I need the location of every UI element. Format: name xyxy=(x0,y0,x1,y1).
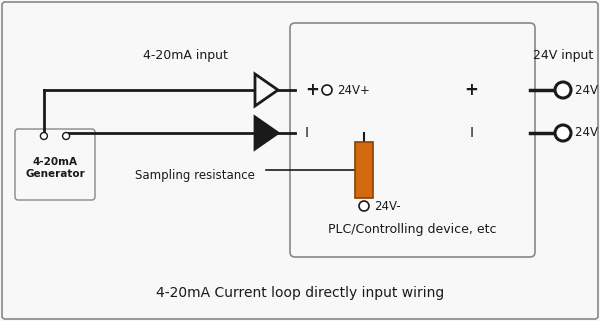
Text: PLC/Controlling device, etc: PLC/Controlling device, etc xyxy=(328,223,497,237)
Polygon shape xyxy=(255,117,278,149)
Text: 24V-: 24V- xyxy=(374,199,401,213)
FancyBboxPatch shape xyxy=(15,129,95,200)
Text: Sampling resistance: Sampling resistance xyxy=(135,169,255,181)
Text: 24V+: 24V+ xyxy=(337,83,370,97)
Polygon shape xyxy=(255,74,278,106)
Circle shape xyxy=(322,85,332,95)
Circle shape xyxy=(62,133,70,140)
Circle shape xyxy=(359,201,369,211)
Text: 24V input: 24V input xyxy=(533,48,593,62)
Bar xyxy=(355,142,373,198)
Text: 24V +: 24V + xyxy=(575,83,600,97)
Text: I: I xyxy=(305,126,309,140)
Text: 4-20mA Current loop directly input wiring: 4-20mA Current loop directly input wirin… xyxy=(156,286,444,300)
Text: 4-20mA input: 4-20mA input xyxy=(143,48,227,62)
Circle shape xyxy=(40,133,47,140)
Text: I: I xyxy=(469,126,473,140)
Text: +: + xyxy=(464,81,478,99)
FancyBboxPatch shape xyxy=(290,23,535,257)
Circle shape xyxy=(555,125,571,141)
Text: 4-20mA
Generator: 4-20mA Generator xyxy=(25,157,85,178)
Text: 24V -: 24V - xyxy=(575,126,600,140)
Circle shape xyxy=(555,82,571,98)
Text: +: + xyxy=(305,81,319,99)
